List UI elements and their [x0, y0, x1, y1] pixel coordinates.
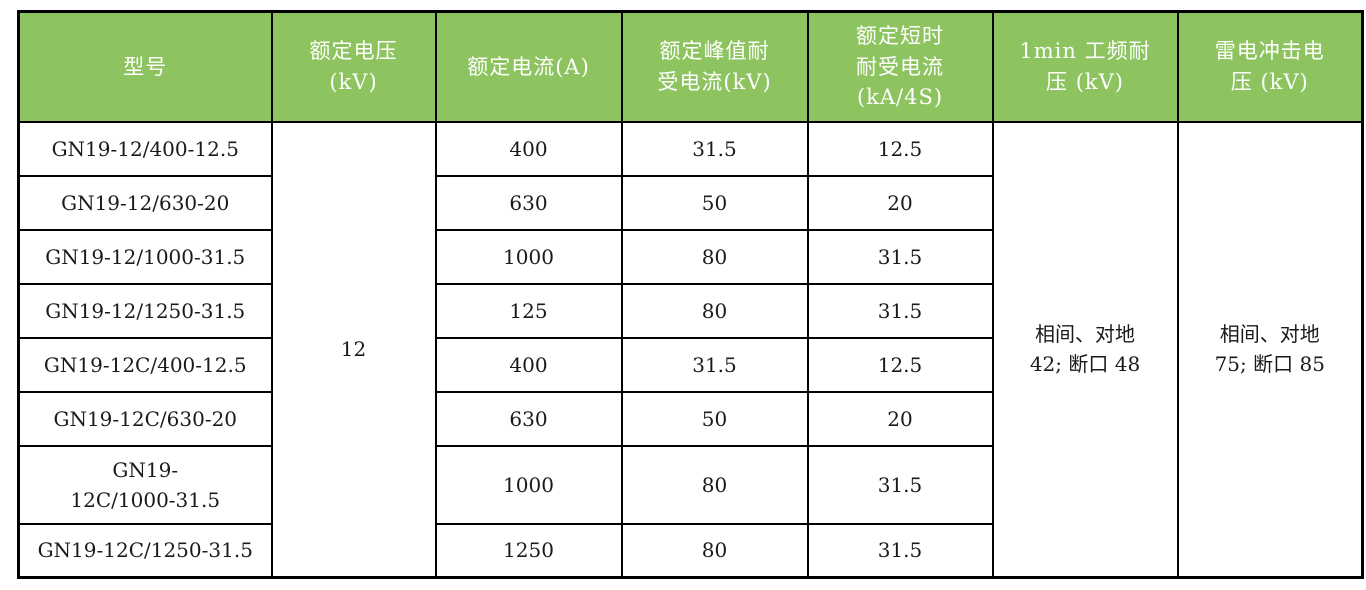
- model-cell: GN19-12/1250-31.5: [17, 282, 273, 339]
- table-header: 型号 额定电压 (kV) 额定电流(A) 额定峰值耐 受电流(kV) 额定短时 …: [17, 10, 1364, 123]
- table-row: GN19-12C/630-20 630 50 20: [17, 390, 1363, 447]
- model-cell: GN19-12C/1250-31.5: [17, 522, 273, 579]
- rated-current-cell: 1000: [434, 444, 623, 525]
- model-cell: GN19- 12C/1000-31.5: [17, 444, 273, 525]
- rated-voltage-merged-cell: 12: [270, 120, 437, 579]
- peak-withstand-cell: 80: [620, 444, 809, 525]
- peak-withstand-cell: 50: [620, 390, 809, 447]
- short-time-withstand-cell: 12.5: [806, 120, 994, 177]
- col-header-power-frequency-withstand: 1min 工频耐 压 (kV): [991, 10, 1179, 123]
- short-time-withstand-cell: 31.5: [806, 444, 994, 525]
- short-time-withstand-cell: 31.5: [806, 228, 994, 285]
- peak-withstand-cell: 50: [620, 174, 809, 231]
- short-time-withstand-cell: 20: [806, 390, 994, 447]
- lightning-impulse-merged-cell: 相间、对地 75; 断口 85: [1176, 120, 1364, 579]
- rated-current-cell: 630: [434, 390, 623, 447]
- peak-withstand-cell: 80: [620, 522, 809, 579]
- peak-withstand-cell: 31.5: [620, 120, 809, 177]
- table-row: GN19-12/1000-31.5 1000 80 31.5: [17, 228, 1363, 285]
- col-header-rated-voltage: 额定电压 (kV): [270, 10, 437, 123]
- short-time-withstand-cell: 12.5: [806, 336, 994, 393]
- rated-current-cell: 400: [434, 336, 623, 393]
- col-header-rated-current: 额定电流(A): [434, 10, 623, 123]
- table-row: GN19-12/1250-31.5 125 80 31.5: [17, 282, 1363, 339]
- header-row: 型号 额定电压 (kV) 额定电流(A) 额定峰值耐 受电流(kV) 额定短时 …: [17, 10, 1364, 123]
- col-header-peak-withstand-current: 额定峰值耐 受电流(kV): [620, 10, 809, 123]
- short-time-withstand-cell: 31.5: [806, 522, 994, 579]
- table-row: GN19-12C/1250-31.5 1250 80 31.5: [17, 522, 1363, 579]
- short-time-withstand-cell: 31.5: [806, 282, 994, 339]
- peak-withstand-cell: 80: [620, 228, 809, 285]
- rated-current-cell: 1000: [434, 228, 623, 285]
- rated-current-cell: 1250: [434, 522, 623, 579]
- power-frequency-withstand-merged-cell: 相间、对地 42; 断口 48: [991, 120, 1179, 579]
- table-row: GN19-12C/400-12.5 400 31.5 12.5: [17, 336, 1363, 393]
- table-row: GN19-12/630-20 630 50 20: [17, 174, 1363, 231]
- col-header-short-time-withstand-current: 额定短时 耐受电流 (kA/4S): [806, 10, 994, 123]
- rated-current-cell: 125: [434, 282, 623, 339]
- table-row: GN19-12/400-12.5 12 400 31.5 12.5 相间、对地 …: [17, 120, 1364, 579]
- col-header-lightning-impulse-voltage: 雷电冲击电 压 (kV): [1176, 10, 1364, 123]
- model-cell: GN19-12/400-12.5: [17, 120, 273, 177]
- table-body: GN19-12/400-12.5 12 400 31.5 12.5 相间、对地 …: [17, 120, 1364, 579]
- model-cell: GN19-12/1000-31.5: [17, 228, 273, 285]
- rated-current-cell: 630: [434, 174, 623, 231]
- short-time-withstand-cell: 20: [806, 174, 994, 231]
- switch-spec-table: 型号 额定电压 (kV) 额定电流(A) 额定峰值耐 受电流(kV) 额定短时 …: [17, 10, 1364, 579]
- model-cell: GN19-12C/630-20: [17, 390, 273, 447]
- model-cell: GN19-12C/400-12.5: [17, 336, 273, 393]
- model-cell: GN19-12/630-20: [17, 174, 273, 231]
- rated-current-cell: 400: [434, 120, 623, 177]
- peak-withstand-cell: 80: [620, 282, 809, 339]
- table-row: GN19- 12C/1000-31.5 1000 80 31.5: [17, 444, 1363, 525]
- peak-withstand-cell: 31.5: [620, 336, 809, 393]
- col-header-model: 型号: [17, 10, 273, 123]
